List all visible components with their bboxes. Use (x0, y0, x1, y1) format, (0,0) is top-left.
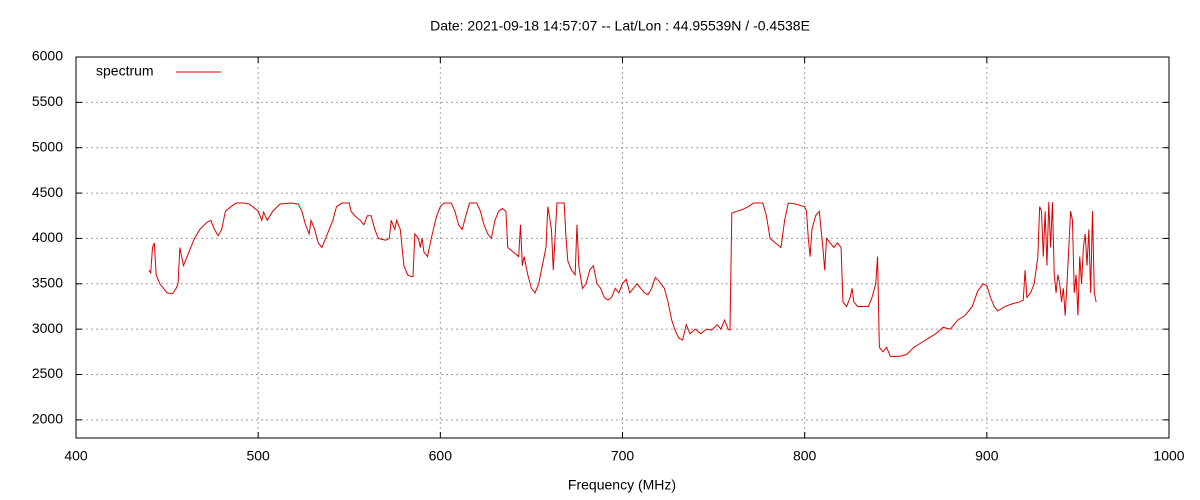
y-tick-label: 3500 (32, 274, 63, 290)
x-axis-label: Frequency (MHz) (568, 477, 676, 493)
x-tick-label: 700 (611, 448, 635, 464)
x-tick-label: 600 (429, 448, 453, 464)
y-tick-label: 4000 (32, 229, 63, 245)
x-tick-label: 900 (975, 448, 999, 464)
y-tick-label: 5000 (32, 138, 63, 154)
y-tick-label: 4500 (32, 184, 63, 200)
x-tick-label: 800 (793, 448, 817, 464)
y-tick-label: 2500 (32, 365, 63, 381)
y-tick-label: 6000 (32, 48, 63, 64)
y-tick-label: 5500 (32, 93, 63, 109)
plot-frame (75, 56, 1170, 439)
series-line (148, 202, 1097, 357)
x-tick-label: 500 (246, 448, 270, 464)
legend-label: spectrum (96, 63, 154, 79)
x-tick-label: 1000 (1153, 448, 1184, 464)
chart-title: Date: 2021-09-18 14:57:07 -- Lat/Lon : 4… (430, 18, 810, 34)
y-tick-label: 2000 (32, 411, 63, 427)
y-tick-label: 3000 (32, 320, 63, 336)
x-tick-label: 400 (64, 448, 88, 464)
